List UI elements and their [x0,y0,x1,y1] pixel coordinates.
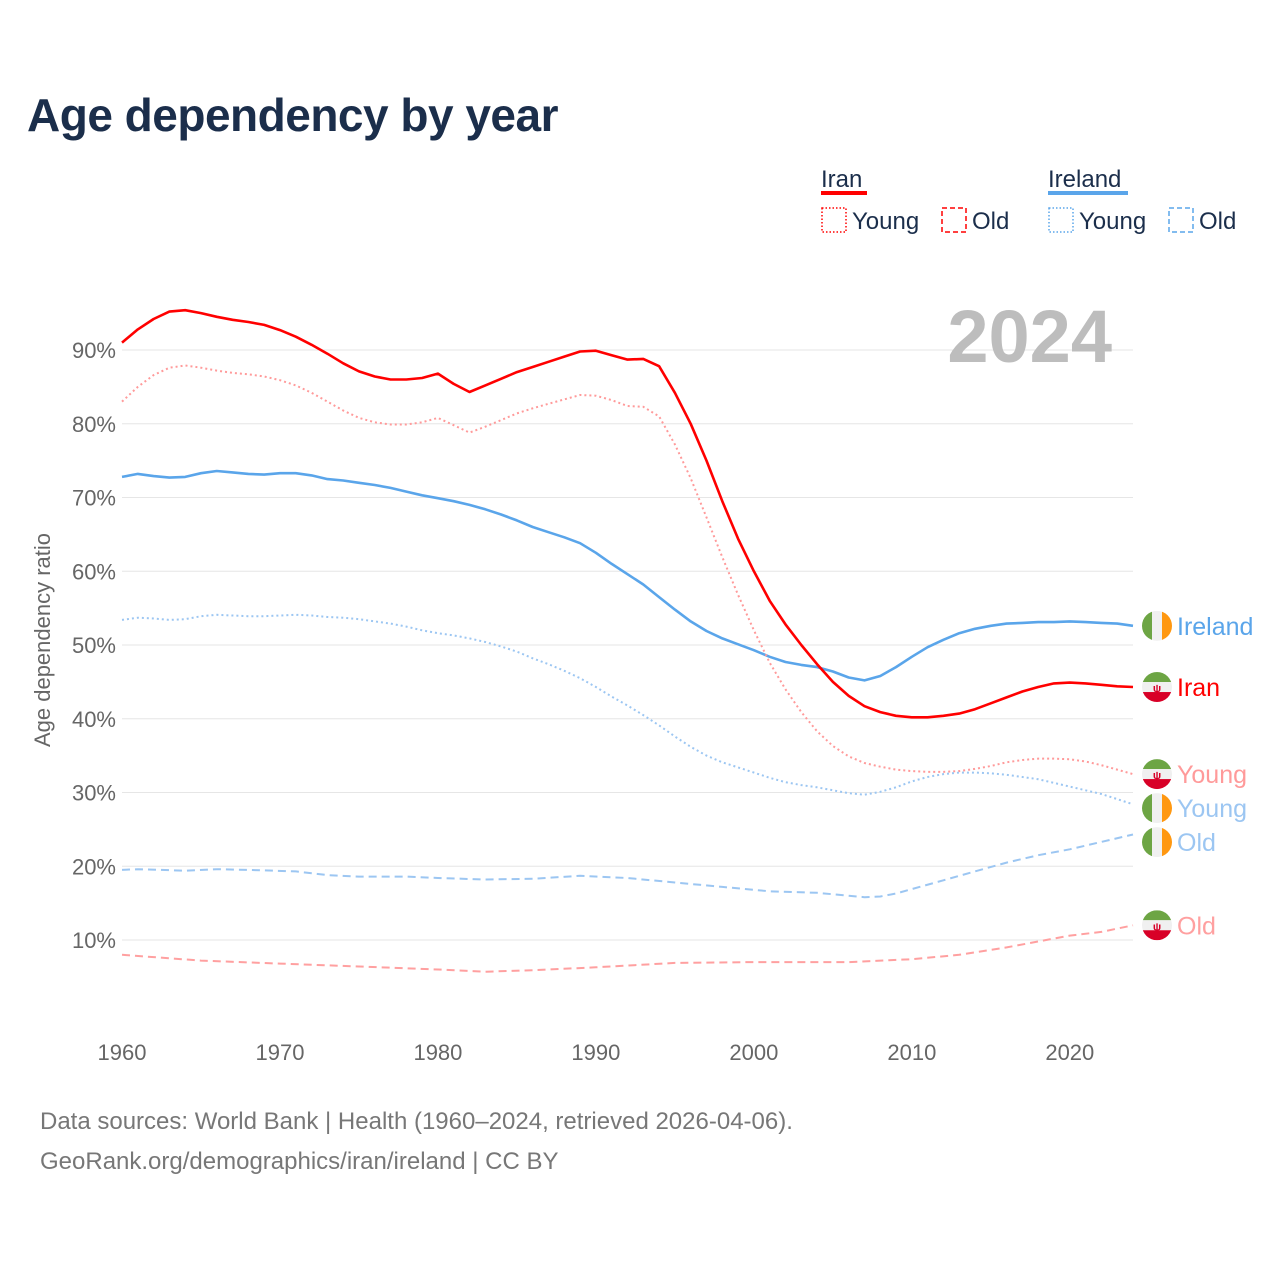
y-tick-label: 80% [72,412,116,437]
y-tick-label: 70% [72,486,116,511]
legend[interactable]: Iran Young Old Ireland Young Old [821,166,1236,235]
legend-group-iran[interactable]: Iran Young Old [821,166,1009,235]
grid [122,349,1133,941]
series-line-ireland_old [121,833,1134,899]
y-tick-label: 90% [72,338,116,363]
legend-swatch-young [1048,207,1074,233]
svg-text:ψ: ψ [1153,921,1161,933]
end-label-ireland_total: Ireland [1177,613,1253,641]
series-line-iran_total [121,308,1134,719]
x-tick-label: 2000 [729,1040,778,1065]
flag-iran-icon: ψ [1142,759,1172,790]
x-tick-label: 1960 [98,1040,147,1065]
legend-country-label: Ireland [1048,166,1121,193]
series-lines [121,308,1134,973]
legend-group-ireland[interactable]: Ireland Young Old [1048,166,1236,235]
y-tick-label: 40% [72,707,116,732]
end-label-iran_total: Iran [1177,674,1220,702]
footer-sources: Data sources: World Bank | Health (1960–… [40,1108,793,1135]
legend-swatch-young [821,207,847,233]
x-tick-label: 2010 [887,1040,936,1065]
svg-text:ψ: ψ [1153,683,1161,695]
x-axis-ticks: 1960 1970 1980 1990 2000 2010 2020 [98,1040,1095,1065]
x-tick-label: 1970 [255,1040,304,1065]
x-tick-label: 1990 [571,1040,620,1065]
y-axis-ticks: 10% 20% 30% 40% 50% 60% 70% 80% 90% [72,338,116,953]
series-line-ireland_total [121,469,1134,682]
y-tick-label: 60% [72,559,116,584]
x-tick-label: 2020 [1045,1040,1094,1065]
series-line-iran_old [121,924,1134,973]
flag-ireland-icon [1142,610,1172,641]
end-label-ireland_young: Young [1177,795,1247,823]
y-axis-label: Age dependency ratio [30,533,55,747]
y-tick-label: 50% [72,633,116,658]
legend-item-young[interactable]: Young [852,208,919,235]
legend-item-old[interactable]: Old [972,208,1009,235]
legend-country-label: Iran [821,166,862,193]
svg-text:ψ: ψ [1153,770,1161,782]
flag-iran-icon: ψ [1142,672,1172,703]
end-label-ireland_old: Old [1177,829,1216,857]
footer-link[interactable]: GeoRank.org/demographics/iran/ireland | … [40,1148,559,1175]
series-line-iran_young [121,364,1134,776]
legend-item-young[interactable]: Young [1079,208,1146,235]
flag-ireland-icon [1142,827,1172,858]
legend-item-old[interactable]: Old [1199,208,1236,235]
flag-iran-icon: ψ [1142,910,1172,941]
legend-underline [1048,191,1128,195]
y-tick-label: 10% [72,928,116,953]
y-tick-label: 30% [72,781,116,806]
series-line-ireland_young [121,613,1134,806]
legend-swatch-old [941,207,967,233]
end-labels: Ireland ψ Iran ψ Young Young Old ψ Old [1142,610,1253,941]
flag-ireland-icon [1142,793,1172,824]
end-label-iran_young: Young [1177,761,1247,789]
legend-swatch-old [1168,207,1194,233]
end-label-iran_old: Old [1177,912,1216,940]
x-tick-label: 1980 [413,1040,462,1065]
y-tick-label: 20% [72,854,116,879]
chart-title: Age dependency by year [27,89,558,141]
year-badge: 2024 [947,295,1112,378]
legend-underline [821,191,867,195]
